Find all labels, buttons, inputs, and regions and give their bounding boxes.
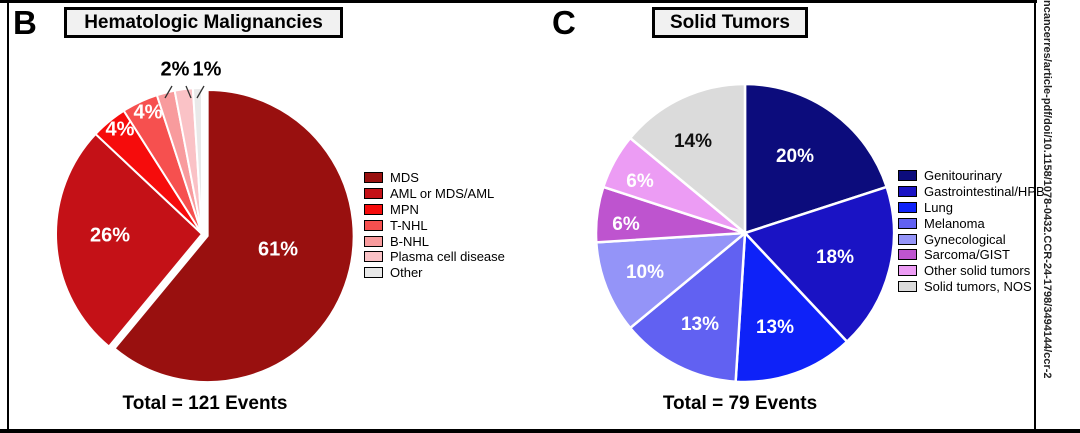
legend-label: T-NHL (390, 217, 428, 233)
legend-swatch (364, 188, 383, 200)
legend-label: Melanoma (924, 215, 985, 231)
legend-swatch (898, 201, 917, 213)
legend-row: Gynecological (898, 231, 1045, 247)
external-percentage-label: 2% (161, 58, 190, 80)
legend-row: Melanoma (898, 215, 1045, 231)
slice-percentage-label: 4% (106, 118, 135, 140)
panel-c-title: Solid Tumors (670, 11, 790, 33)
legend-hematologic: MDS AML or MDS/AML MPN T-NHL B-NHL Plasma cel… (364, 170, 505, 281)
legend-swatch (898, 233, 917, 245)
legend-row: Solid tumors, NOS (898, 279, 1045, 295)
panel-c-total: Total = 79 Events (662, 393, 818, 414)
legend-row: Other (364, 265, 505, 281)
watermark-url-text: ncancerres/article-pdf/doi/10.1158/1078-… (1041, 0, 1053, 379)
pie-slice (743, 82, 888, 235)
legend-label: Solid tumors, NOS (924, 278, 1032, 294)
legend-label: Other (390, 265, 423, 281)
legend-row: Other solid tumors (898, 263, 1045, 279)
legend-label: Other solid tumors (924, 263, 1031, 279)
legend-row: T-NHL (364, 217, 505, 233)
legend-swatch (898, 170, 917, 182)
slice-percentage-label: 6% (626, 171, 654, 192)
leader-line (196, 85, 205, 99)
legend-swatch (364, 267, 383, 279)
legend-label: Plasma cell disease (390, 249, 505, 265)
legend-swatch (898, 280, 917, 292)
pie-chart-solid-tumors: 20% 18% 13% 13% 10% 6% 6% 14% (594, 82, 896, 384)
legend-row: MPN (364, 202, 505, 218)
panel-b-title-box: Hematologic Malignancies (64, 7, 343, 38)
legend-solid-tumors: Genitourinary Gastrointestinal/HPB Lung Mel… (898, 168, 1045, 294)
legend-label: Lung (924, 199, 953, 215)
legend-label: AML or MDS/AML (390, 186, 495, 202)
pie-slice (55, 133, 203, 348)
legend-row: Genitourinary (898, 168, 1045, 184)
figure-border-bottom (0, 429, 1080, 433)
legend-row: Gastrointestinal/HPB (898, 184, 1045, 200)
pie-slice (113, 89, 355, 384)
figure-border-top (0, 0, 1037, 3)
legend-row: AML or MDS/AML (364, 186, 505, 202)
legend-label: Gastrointestinal/HPB (924, 184, 1045, 200)
slice-percentage-label: 61% (258, 238, 298, 260)
legend-row: MDS (364, 170, 505, 186)
legend-swatch (364, 172, 383, 184)
legend-label: Sarcoma/GIST (924, 247, 1010, 263)
legend-swatch (898, 249, 917, 261)
slice-percentage-label: 13% (756, 317, 794, 338)
slice-percentage-label: 4% (134, 101, 163, 123)
legend-swatch (364, 203, 383, 215)
slice-percentage-label: 18% (816, 247, 854, 268)
leader-line (185, 85, 192, 99)
leader-line (164, 85, 173, 99)
slice-percentage-label: 6% (612, 214, 640, 235)
panel-b-letter: B (13, 4, 37, 41)
legend-row: Lung (898, 200, 1045, 216)
legend-swatch (364, 219, 383, 231)
legend-swatch (898, 186, 917, 198)
slice-percentage-label: 20% (776, 146, 814, 167)
slice-percentage-label: 14% (674, 131, 712, 152)
legend-row: Plasma cell disease (364, 249, 505, 265)
panel-c-letter: C (552, 4, 576, 41)
legend-label: MPN (390, 201, 419, 217)
legend-swatch (898, 265, 917, 277)
pie-chart-hematologic: 61% 26% 4%4% 2% 1% (55, 58, 355, 384)
pie-slice (595, 231, 747, 330)
figure-border-left (7, 0, 9, 430)
legend-swatch (364, 235, 383, 247)
legend-row: B-NHL (364, 233, 505, 249)
watermark-column: ncancerres/article-pdf/doi/10.1158/1078-… (1041, 0, 1080, 433)
external-percentage-label: 1% (193, 58, 222, 80)
legend-label: B-NHL (390, 233, 430, 249)
legend-swatch (898, 217, 917, 229)
pie-slice (628, 82, 747, 235)
panel-c-title-box: Solid Tumors (652, 7, 808, 38)
slice-percentage-label: 13% (681, 314, 719, 335)
slice-percentage-label: 26% (90, 224, 130, 246)
legend-label: MDS (390, 170, 419, 186)
pie-slice (743, 185, 896, 343)
pie-slice (628, 231, 747, 383)
legend-row: Sarcoma/GIST (898, 247, 1045, 263)
pie-slice (734, 231, 849, 384)
figure-border-right (1034, 0, 1036, 430)
panel-b-total: Total = 121 Events (122, 393, 288, 414)
panel-b-title: Hematologic Malignancies (84, 11, 323, 33)
slice-percentage-label: 10% (626, 262, 664, 283)
legend-label: Genitourinary (924, 168, 1003, 184)
legend-label: Gynecological (924, 231, 1006, 247)
legend-swatch (364, 251, 383, 263)
pie-slice (191, 87, 203, 235)
